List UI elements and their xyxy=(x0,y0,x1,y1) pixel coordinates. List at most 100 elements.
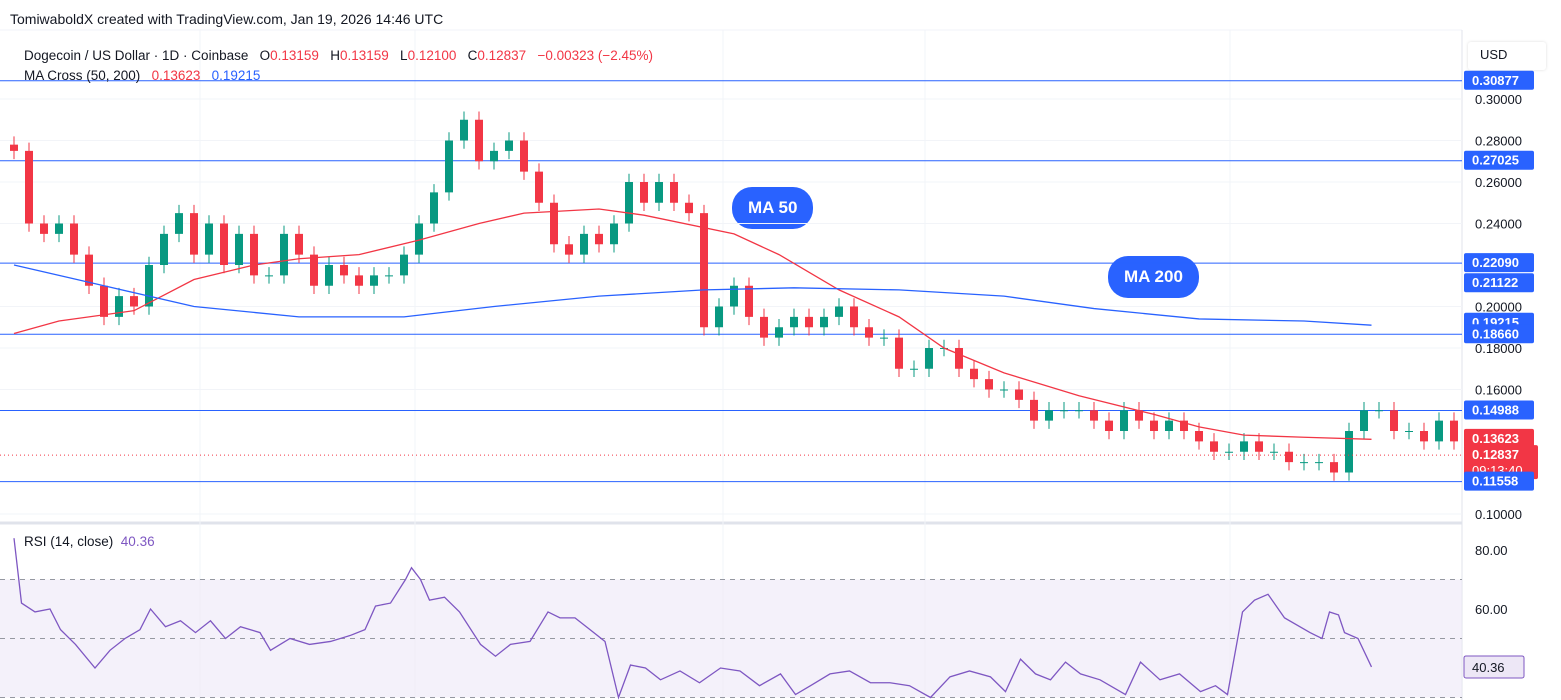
low-label: L xyxy=(400,48,408,63)
price-tick-label: 0.24000 xyxy=(1475,217,1522,232)
candle-body xyxy=(190,213,198,255)
candle xyxy=(55,215,63,243)
candle-body xyxy=(745,285,753,317)
candle xyxy=(280,225,288,284)
candle xyxy=(985,370,993,398)
candle xyxy=(970,360,978,388)
candle-body xyxy=(490,150,498,162)
candle-body xyxy=(355,275,363,286)
candle-body xyxy=(775,327,783,338)
ma50-annotation: MA 50 xyxy=(732,187,814,229)
candle xyxy=(535,163,543,212)
price-tag: 0.11558 xyxy=(1464,471,1534,491)
price-tag-value: 0.11558 xyxy=(1472,474,1518,489)
candle xyxy=(610,215,618,253)
candle-body xyxy=(475,119,483,162)
candle xyxy=(475,111,483,170)
candle xyxy=(910,360,918,378)
price-tick-label: 0.26000 xyxy=(1475,175,1522,190)
candle xyxy=(70,215,78,263)
candle-body xyxy=(1000,389,1008,391)
candle-body xyxy=(1375,410,1383,412)
candle xyxy=(160,225,168,274)
candle xyxy=(835,298,843,326)
candle xyxy=(1030,391,1038,429)
rsi-label[interactable]: RSI (14, close) xyxy=(24,534,114,549)
candle xyxy=(1000,381,1008,398)
candle-body xyxy=(25,150,33,224)
price-tag-value: 0.21122 xyxy=(1472,275,1518,290)
candle xyxy=(745,277,753,326)
price-tag-value: 0.30877 xyxy=(1472,73,1519,88)
price-tag-bg xyxy=(1464,400,1534,420)
candle xyxy=(460,111,468,149)
candle-body xyxy=(565,244,573,255)
candle xyxy=(1210,433,1218,461)
ma50-line xyxy=(13,208,1372,440)
candle-body xyxy=(670,182,678,203)
price-tick-label: 0.20000 xyxy=(1475,300,1522,315)
ma-cross-label[interactable]: MA Cross (50, 200) xyxy=(24,68,141,83)
candle-body xyxy=(685,202,693,214)
candle xyxy=(1060,401,1068,419)
candle xyxy=(415,215,423,263)
price-tick-label: 0.28000 xyxy=(1475,134,1522,149)
candle xyxy=(820,308,828,336)
candle-body xyxy=(145,265,153,307)
candle-body xyxy=(460,119,468,141)
ma50-value: 0.13623 xyxy=(151,68,201,83)
rsi-value: 40.36 xyxy=(120,534,155,549)
price-tag: 0.14988 xyxy=(1464,400,1534,420)
candle xyxy=(1420,422,1428,450)
candle xyxy=(205,215,213,263)
price-tag-value: 0.12837 xyxy=(1472,447,1519,462)
price-tag-bg xyxy=(1464,70,1534,90)
candle-body xyxy=(430,192,438,224)
candle xyxy=(1435,412,1443,450)
candle xyxy=(955,339,963,378)
candle-body xyxy=(1030,399,1038,421)
rsi-tick-label: 80.00 xyxy=(1475,543,1508,558)
candle-body xyxy=(85,254,93,286)
candle xyxy=(490,142,498,170)
rsi-tag-bg xyxy=(1463,655,1525,679)
candle xyxy=(175,204,183,243)
candle-body xyxy=(1330,462,1338,473)
candle xyxy=(325,256,333,295)
candle xyxy=(145,256,153,315)
price-tag: 0.27025 xyxy=(1464,150,1534,170)
candle-body xyxy=(1135,410,1143,421)
candle xyxy=(1225,443,1233,461)
price-tag-value: 0.18660 xyxy=(1472,326,1519,341)
price-tag-bg xyxy=(1464,150,1534,170)
low-value: 0.12100 xyxy=(407,48,457,63)
candle xyxy=(715,298,723,336)
candle xyxy=(1390,401,1398,440)
price-tag-value: 0.27025 xyxy=(1472,153,1519,168)
candle-body xyxy=(835,306,843,317)
candle xyxy=(1120,401,1128,440)
candle-body xyxy=(370,275,378,286)
candle-body xyxy=(115,296,123,317)
candle-body xyxy=(250,233,258,276)
price-tag-bg xyxy=(1464,428,1534,448)
currency-button[interactable]: USD xyxy=(1468,42,1546,70)
candle-body xyxy=(535,171,543,203)
candle xyxy=(700,204,708,336)
candle-body xyxy=(100,285,108,317)
candle xyxy=(865,318,873,346)
price-tick-label: 0.10000 xyxy=(1475,507,1522,522)
symbol-name[interactable]: Dogecoin / US Dollar · 1D · Coinbase xyxy=(24,48,249,63)
candle-body xyxy=(445,140,453,193)
candle-body xyxy=(970,368,978,380)
price-tag-bg xyxy=(1464,471,1534,491)
candle-body xyxy=(1180,420,1188,431)
price-tag-value: 0.13623 xyxy=(1472,431,1519,446)
open-label: O xyxy=(259,48,271,63)
candle xyxy=(565,235,573,263)
candle-body xyxy=(55,223,63,234)
candle xyxy=(340,256,348,284)
candle xyxy=(85,246,93,295)
price-tick-label: 0.30000 xyxy=(1475,92,1522,107)
